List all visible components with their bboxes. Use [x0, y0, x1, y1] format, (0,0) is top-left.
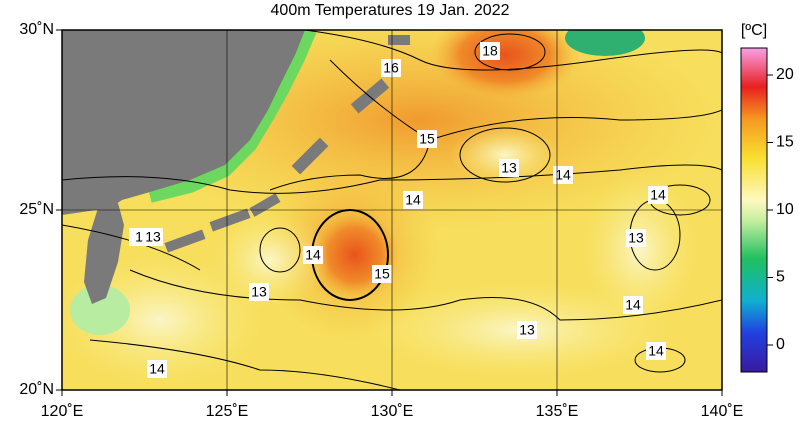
cool-region — [450, 125, 560, 185]
colorbar — [740, 47, 768, 373]
contour-label-bg — [623, 296, 643, 314]
contour-label: 13 — [501, 160, 517, 176]
contour-label-bg — [372, 265, 392, 283]
contour-label-bg — [499, 159, 519, 177]
islands — [164, 35, 410, 253]
contour-label: 14 — [405, 192, 421, 208]
contour-label-bg — [648, 186, 668, 204]
contour-label: 14 — [650, 187, 666, 203]
land — [62, 30, 305, 215]
contour-label-bg — [480, 42, 500, 60]
contour-label-bg — [381, 59, 401, 77]
contour-label: 14 — [149, 361, 165, 377]
contour-label-bg — [553, 166, 573, 184]
cold-spot — [70, 285, 130, 335]
contour-label: 14 — [648, 343, 664, 359]
contour-label: 13 — [628, 230, 644, 246]
x-tick-label: 135˚E — [536, 403, 579, 420]
map-frame — [61, 29, 723, 391]
colorbar-tick-label: 20 — [776, 66, 794, 83]
contour-label: 15 — [419, 131, 435, 147]
land — [84, 203, 124, 304]
x-tick-label: 125˚E — [206, 403, 249, 420]
title: 400m Temperatures 19 Jan. 2022 — [271, 2, 510, 19]
colorbar-tick-label: 15 — [776, 134, 794, 151]
contour-label-bg — [626, 229, 646, 247]
contour-label-bg — [249, 283, 269, 301]
contour-label: 16 — [383, 60, 399, 76]
contour-label-bg — [417, 130, 437, 148]
y-tick-label: 20˚N — [19, 381, 54, 398]
contour-label: 13 — [145, 229, 161, 245]
cold-spot — [565, 30, 645, 56]
contour-label: 18 — [482, 43, 498, 59]
contour-label: 14 — [305, 247, 321, 263]
y-tick-label: 25˚N — [19, 201, 54, 218]
contour-label-bg — [147, 360, 167, 378]
contour-label: 14 — [625, 297, 641, 313]
contour-label-bg — [517, 321, 537, 339]
cool-region — [62, 250, 270, 390]
contour-label: 1 — [135, 229, 143, 245]
colorbar-unit: [ºC] — [741, 22, 767, 39]
contour-label: 13 — [519, 322, 535, 338]
y-tick-label: 30˚N — [19, 21, 54, 38]
coastal-cold-band — [148, 30, 317, 203]
contour-label-bg — [303, 246, 323, 264]
contour-label-bg — [143, 228, 163, 246]
x-tick-label: 120˚E — [41, 403, 84, 420]
warm-core — [430, 30, 580, 100]
contour-label: 13 — [251, 284, 267, 300]
contour-label: 14 — [555, 167, 571, 183]
colorbar-tick-label: 10 — [776, 201, 794, 218]
contour-label-bg — [403, 191, 423, 209]
x-tick-label: 140˚E — [701, 403, 744, 420]
x-tick-label: 130˚E — [371, 403, 414, 420]
colorbar-tick-label: 0 — [776, 336, 785, 353]
contour-label: 15 — [374, 266, 390, 282]
contour-label-bg — [646, 342, 666, 360]
colorbar-tick-label: 5 — [776, 269, 785, 286]
